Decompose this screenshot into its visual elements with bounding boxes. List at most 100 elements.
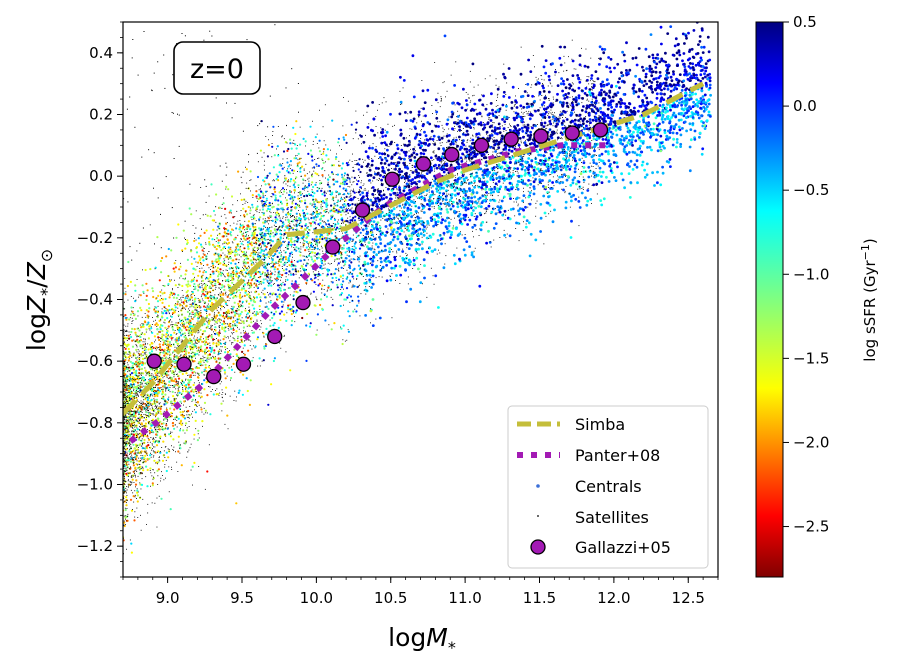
central-point	[688, 72, 691, 76]
central-point	[139, 306, 142, 309]
central-point	[303, 195, 306, 198]
central-point	[221, 323, 224, 326]
central-point	[356, 163, 359, 166]
central-point	[406, 144, 409, 148]
central-point	[326, 268, 329, 271]
central-point	[191, 310, 194, 313]
central-point	[573, 170, 577, 174]
central-point	[485, 191, 488, 194]
central-point	[365, 194, 369, 198]
central-point	[294, 265, 297, 268]
central-point	[600, 175, 603, 178]
central-point	[307, 182, 311, 185]
central-point	[226, 238, 229, 241]
central-point	[497, 146, 501, 150]
central-point	[492, 226, 496, 230]
central-point	[167, 283, 170, 286]
central-point	[385, 196, 388, 199]
central-point	[608, 89, 612, 93]
central-point	[548, 78, 551, 82]
central-point	[172, 296, 175, 299]
central-point	[553, 208, 556, 212]
central-point	[203, 231, 206, 234]
central-point	[292, 179, 295, 182]
central-point	[569, 183, 573, 187]
central-point	[310, 258, 314, 261]
central-point	[272, 166, 275, 169]
central-point	[466, 223, 469, 226]
central-point	[449, 236, 452, 240]
central-point	[318, 139, 321, 142]
central-point	[410, 215, 413, 219]
central-point	[173, 427, 176, 430]
central-point	[220, 286, 223, 289]
central-point	[199, 328, 202, 331]
central-point	[494, 222, 498, 226]
central-point	[421, 247, 424, 251]
central-point	[658, 104, 662, 107]
central-point	[586, 133, 590, 137]
central-point	[202, 259, 205, 262]
central-point	[551, 158, 555, 162]
central-point	[522, 194, 526, 198]
central-point	[289, 180, 292, 183]
central-point	[352, 285, 355, 288]
central-point	[160, 412, 163, 415]
central-point	[683, 65, 687, 68]
central-point	[418, 180, 421, 183]
central-point	[248, 302, 251, 305]
central-point	[609, 70, 613, 74]
central-point	[415, 256, 419, 260]
central-point	[284, 255, 287, 259]
central-point	[166, 350, 170, 353]
central-point	[390, 209, 394, 213]
central-point	[615, 161, 619, 165]
central-point	[625, 122, 628, 126]
central-point	[210, 301, 214, 305]
central-point	[280, 202, 283, 205]
central-point	[406, 167, 410, 170]
central-point	[336, 180, 339, 183]
central-point	[357, 180, 360, 183]
central-point	[145, 354, 148, 357]
central-point	[541, 179, 544, 182]
central-point	[147, 321, 150, 324]
central-point	[539, 216, 543, 220]
central-point	[385, 130, 389, 134]
central-point	[223, 329, 226, 332]
central-point	[255, 190, 258, 193]
central-point	[132, 433, 135, 436]
central-point	[463, 236, 467, 240]
central-point	[227, 309, 230, 312]
central-point	[381, 265, 385, 269]
central-point	[313, 205, 316, 208]
central-point	[688, 145, 692, 149]
central-point	[194, 312, 197, 315]
central-point	[366, 104, 370, 108]
central-point	[398, 186, 401, 190]
central-point	[315, 163, 318, 166]
central-point	[433, 218, 436, 222]
central-point	[396, 147, 400, 151]
central-point	[596, 77, 600, 81]
central-point	[392, 235, 396, 239]
central-point	[522, 215, 526, 219]
central-point	[379, 207, 383, 211]
central-point	[470, 206, 473, 210]
central-point	[349, 203, 352, 207]
central-point	[201, 249, 204, 252]
central-point	[431, 232, 435, 236]
central-point	[524, 225, 528, 229]
central-point	[290, 319, 294, 322]
central-point	[371, 225, 374, 228]
central-point	[499, 185, 503, 189]
central-point	[453, 189, 457, 192]
central-point	[220, 274, 223, 277]
central-point	[571, 178, 575, 182]
central-point	[224, 302, 228, 305]
central-point	[163, 291, 166, 294]
central-point	[182, 325, 185, 328]
central-point	[226, 242, 229, 245]
central-point	[234, 253, 237, 256]
central-point	[539, 113, 543, 117]
